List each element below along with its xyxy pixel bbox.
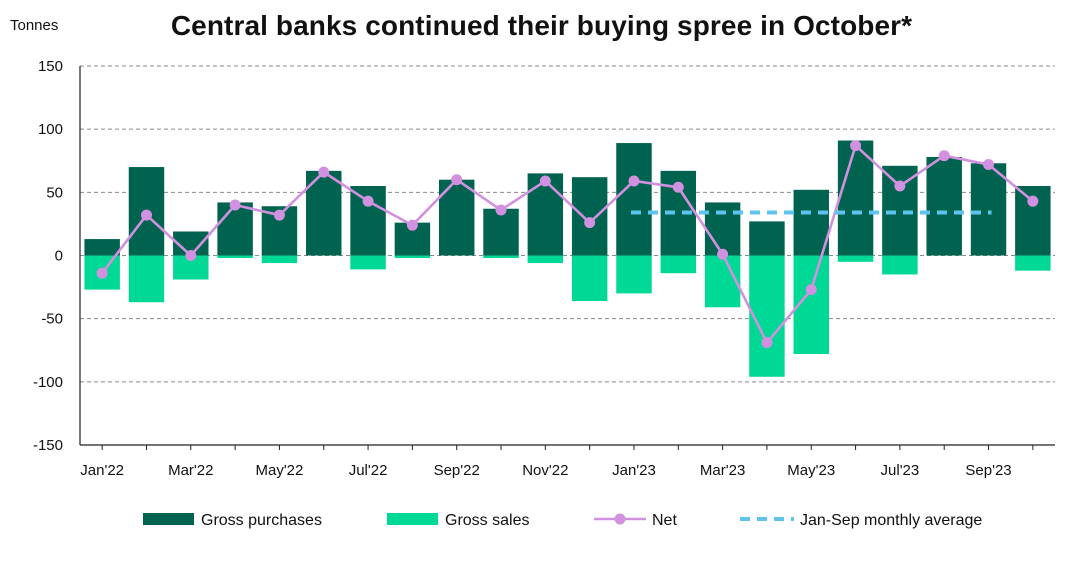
bar-gross-sales xyxy=(350,255,386,270)
bar-gross-sales xyxy=(394,255,431,259)
legend-gross-sales: Gross sales xyxy=(387,512,529,529)
net-point xyxy=(761,337,773,349)
y-tick-label: 150 xyxy=(38,58,63,75)
y-tick-label: -50 xyxy=(41,311,63,328)
bar-gross-sales xyxy=(128,255,165,303)
bar-gross-purchases xyxy=(84,239,120,256)
x-tick-label: Jan'23 xyxy=(612,462,656,479)
x-tick-label: May'23 xyxy=(787,462,835,479)
x-tick-label: Jul'23 xyxy=(881,462,920,479)
legend-label: Gross purchases xyxy=(201,512,322,529)
y-tick-label: 0 xyxy=(55,248,63,265)
x-tick-label: Sep'23 xyxy=(965,462,1011,479)
x-tick-label: Sep'22 xyxy=(434,462,480,479)
bar-gross-sales xyxy=(1015,255,1051,271)
bar-gross-purchases xyxy=(793,189,829,256)
net-point xyxy=(362,195,374,207)
bar-gross-sales xyxy=(217,255,253,259)
legend-label: Gross sales xyxy=(445,512,529,529)
net-point xyxy=(717,248,729,260)
bar-gross-purchases xyxy=(571,177,608,256)
net-point xyxy=(273,209,285,221)
bar-gross-sales xyxy=(571,255,608,301)
bar-gross-sales xyxy=(261,255,298,264)
x-tick-label: May'22 xyxy=(255,462,303,479)
net-point xyxy=(451,174,463,186)
bar-gross-purchases xyxy=(749,221,785,256)
bar-gross-purchases xyxy=(837,140,874,256)
bar-gross-purchases xyxy=(217,202,253,256)
net-point xyxy=(140,209,152,221)
legend-layer: Gross purchases Gross sales Net Jan-Sep mon… xyxy=(143,512,982,529)
legend-label: Net xyxy=(652,512,677,529)
net-point xyxy=(539,175,551,187)
bar-gross-sales xyxy=(837,255,874,262)
legend-swatch xyxy=(143,513,194,525)
y-tick-label: 50 xyxy=(46,184,63,201)
y-tick-label: -150 xyxy=(33,437,63,454)
bar-gross-purchases xyxy=(483,208,519,256)
net-point xyxy=(584,217,596,229)
x-tick-label: Jan'22 xyxy=(80,462,124,479)
legend-label: Jan-Sep monthly average xyxy=(800,512,982,529)
net-point xyxy=(894,180,906,192)
y-tick-label: -100 xyxy=(33,374,63,391)
net-point xyxy=(1027,195,1039,207)
bar-gross-purchases xyxy=(926,156,962,256)
net-point xyxy=(672,181,684,193)
legend-gross-purchases: Gross purchases xyxy=(143,512,322,529)
legend-marker xyxy=(614,513,626,525)
x-tick-label: Jul'22 xyxy=(349,462,388,479)
chart-title: Central banks continued their buying spr… xyxy=(170,10,913,41)
net-point xyxy=(96,267,108,279)
bar-gross-purchases xyxy=(616,143,652,256)
net-point xyxy=(406,219,418,231)
bar-gross-sales xyxy=(660,255,697,274)
x-tick-label: Nov'22 xyxy=(522,462,568,479)
net-point xyxy=(628,175,640,187)
bar-gross-purchases xyxy=(970,163,1007,256)
bar-gross-sales xyxy=(616,255,652,294)
lines-layer xyxy=(96,140,1039,349)
net-point xyxy=(229,199,241,211)
net-point xyxy=(495,204,507,216)
net-point xyxy=(185,250,197,261)
bar-gross-sales xyxy=(704,255,741,308)
y-axis-unit-label: Tonnes xyxy=(10,17,59,34)
net-point xyxy=(318,166,330,178)
bars-layer xyxy=(84,140,1051,377)
y-tick-label: 100 xyxy=(38,121,63,138)
legend-average: Jan-Sep monthly average xyxy=(740,512,982,529)
x-tick-label: Mar'23 xyxy=(700,462,745,479)
net-point xyxy=(938,150,950,162)
bar-gross-sales xyxy=(882,255,918,275)
net-line xyxy=(101,144,1034,344)
bar-gross-sales xyxy=(527,255,564,264)
axis-layer: 150 100 50 0 -50 -100 -150 Jan'22 Mar'22 May'22 Ju… xyxy=(33,58,1055,479)
legend-swatch xyxy=(387,513,438,525)
legend-net: Net xyxy=(594,512,677,529)
bar-gross-sales xyxy=(483,255,519,259)
bar-gross-sales xyxy=(749,255,785,377)
net-point xyxy=(983,159,995,171)
bar-gross-purchases xyxy=(704,202,741,256)
net-point xyxy=(850,140,862,152)
x-tick-label: Mar'22 xyxy=(168,462,213,479)
net-point xyxy=(805,284,817,296)
bar-gross-purchases xyxy=(527,173,564,256)
